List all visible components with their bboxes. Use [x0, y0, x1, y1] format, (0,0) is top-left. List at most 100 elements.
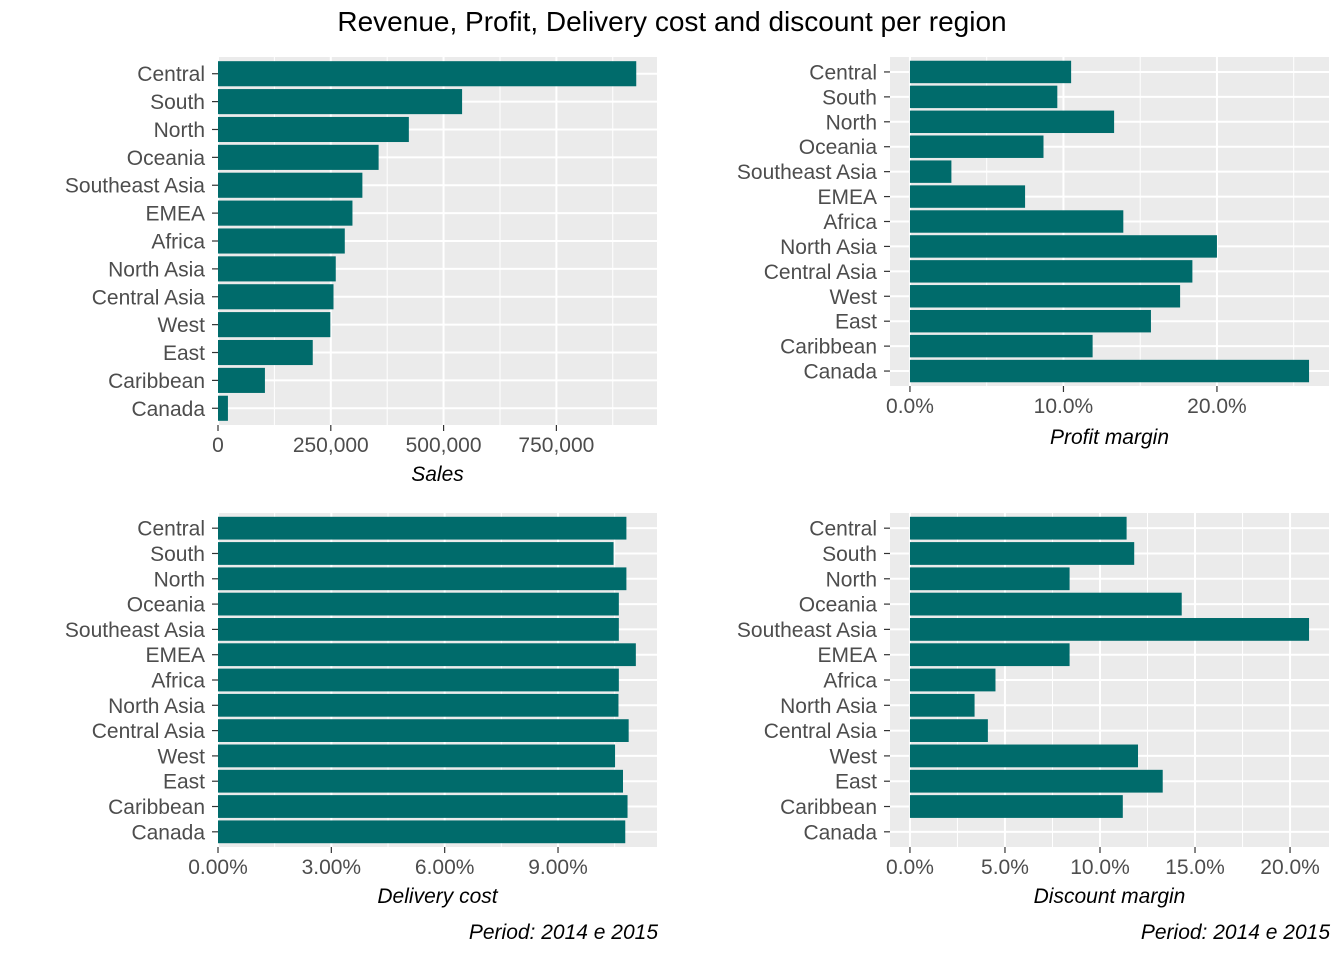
- y-tick-label: Southeast Asia: [737, 619, 877, 642]
- x-tick-label: 0.00%: [188, 856, 248, 879]
- bar-africa: [218, 668, 619, 692]
- bar-southeast-asia: [909, 618, 1310, 641]
- y-tick-label: West: [830, 745, 878, 768]
- bar-canada: [909, 359, 1310, 383]
- x-tick-label: 3.00%: [302, 856, 362, 879]
- bar-southeast-asia: [218, 172, 363, 198]
- bar-east: [218, 769, 623, 793]
- bar-north-asia: [909, 235, 1217, 258]
- y-tick-label: Oceania: [127, 594, 206, 617]
- y-tick-label: Central: [137, 518, 205, 541]
- y-tick-label: North: [826, 111, 877, 134]
- bar-west: [218, 744, 616, 768]
- bar-central-asia: [218, 284, 334, 310]
- x-tick-label: 5.0%: [981, 856, 1029, 879]
- bar-east: [218, 339, 313, 366]
- y-tick-label: Canada: [131, 821, 205, 844]
- x-axis-title: Discount margin: [1034, 885, 1186, 908]
- x-tick-label: 0: [212, 434, 224, 457]
- bar-central: [218, 516, 627, 540]
- bar-oceania: [909, 135, 1044, 158]
- y-tick-label: West: [830, 286, 878, 309]
- y-tick-label: Africa: [151, 231, 205, 254]
- bar-southeast-asia: [218, 618, 619, 641]
- x-axis-title: Delivery cost: [377, 885, 498, 908]
- bar-north: [909, 567, 1070, 591]
- y-tick-label: EMEA: [817, 186, 877, 209]
- bar-oceania: [909, 592, 1182, 616]
- bar-south: [909, 542, 1135, 565]
- bar-southeast-asia: [909, 160, 952, 183]
- bar-south: [909, 85, 1058, 109]
- x-tick-label: 750,000: [518, 434, 594, 457]
- bar-emea: [909, 185, 1026, 208]
- bar-central-asia: [909, 260, 1193, 283]
- bar-canada: [218, 820, 626, 844]
- bar-west: [909, 744, 1139, 768]
- x-tick-label: 250,000: [293, 434, 369, 457]
- x-tick-label: 10.0%: [1070, 856, 1130, 879]
- y-tick-label: Oceania: [127, 147, 206, 170]
- y-tick-label: West: [158, 314, 206, 337]
- bar-central: [909, 516, 1127, 540]
- bar-caribbean: [909, 795, 1123, 818]
- y-tick-label: North Asia: [108, 695, 205, 718]
- bar-africa: [909, 668, 996, 692]
- y-tick-label: Canada: [803, 821, 877, 844]
- y-tick-label: EMEA: [817, 644, 877, 667]
- y-tick-label: East: [163, 771, 205, 794]
- bar-africa: [909, 210, 1124, 233]
- bar-north-asia: [218, 256, 336, 282]
- bar-africa: [218, 228, 345, 254]
- y-tick-label: Central: [137, 63, 205, 86]
- y-tick-label: Central Asia: [92, 720, 206, 743]
- y-tick-label: Southeast Asia: [65, 175, 205, 198]
- x-tick-label: 20.0%: [1187, 395, 1247, 418]
- y-tick-label: EMEA: [145, 644, 205, 667]
- bar-north: [909, 110, 1115, 134]
- x-tick-label: 10.0%: [1034, 395, 1094, 418]
- bar-emea: [218, 200, 353, 226]
- panel-1: Central South North Oceania Southeast Asia EM…: [65, 57, 657, 486]
- bar-east: [909, 309, 1151, 333]
- bar-west: [218, 312, 331, 338]
- y-tick-label: North: [154, 568, 205, 591]
- bar-central: [218, 61, 637, 87]
- bar-south: [218, 542, 614, 565]
- y-tick-label: Central Asia: [764, 261, 878, 284]
- y-tick-label: South: [822, 543, 877, 566]
- y-tick-label: EMEA: [145, 203, 205, 226]
- y-tick-label: Oceania: [799, 594, 878, 617]
- x-tick-label: 6.00%: [415, 856, 475, 879]
- x-tick-label: 500,000: [406, 434, 482, 457]
- y-tick-label: Africa: [151, 670, 205, 693]
- y-tick-label: North: [826, 568, 877, 591]
- x-axis-title: Profit margin: [1050, 426, 1169, 449]
- bar-emea: [218, 643, 636, 667]
- x-tick-label: 9.00%: [528, 856, 588, 879]
- y-tick-label: Oceania: [799, 136, 878, 159]
- y-tick-label: Africa: [823, 670, 877, 693]
- x-tick-label: 15.0%: [1165, 856, 1225, 879]
- y-tick-label: East: [835, 311, 877, 334]
- y-tick-label: North Asia: [780, 695, 877, 718]
- panel-caption-left: Period: 2014 e 2015: [468, 921, 658, 944]
- x-axis-title: Sales: [411, 463, 464, 486]
- y-tick-label: Canada: [803, 361, 877, 384]
- y-tick-label: South: [150, 543, 205, 566]
- y-tick-label: North: [154, 119, 205, 142]
- bar-emea: [909, 643, 1070, 667]
- bar-canada: [218, 395, 228, 421]
- bar-central-asia: [909, 719, 988, 742]
- y-tick-label: Southeast Asia: [65, 619, 205, 642]
- x-tick-label: 20.0%: [1260, 856, 1320, 879]
- y-tick-label: South: [822, 86, 877, 109]
- y-tick-label: North Asia: [108, 258, 205, 281]
- bar-west: [909, 285, 1181, 308]
- bar-caribbean: [218, 795, 628, 818]
- y-tick-label: Caribbean: [108, 370, 205, 393]
